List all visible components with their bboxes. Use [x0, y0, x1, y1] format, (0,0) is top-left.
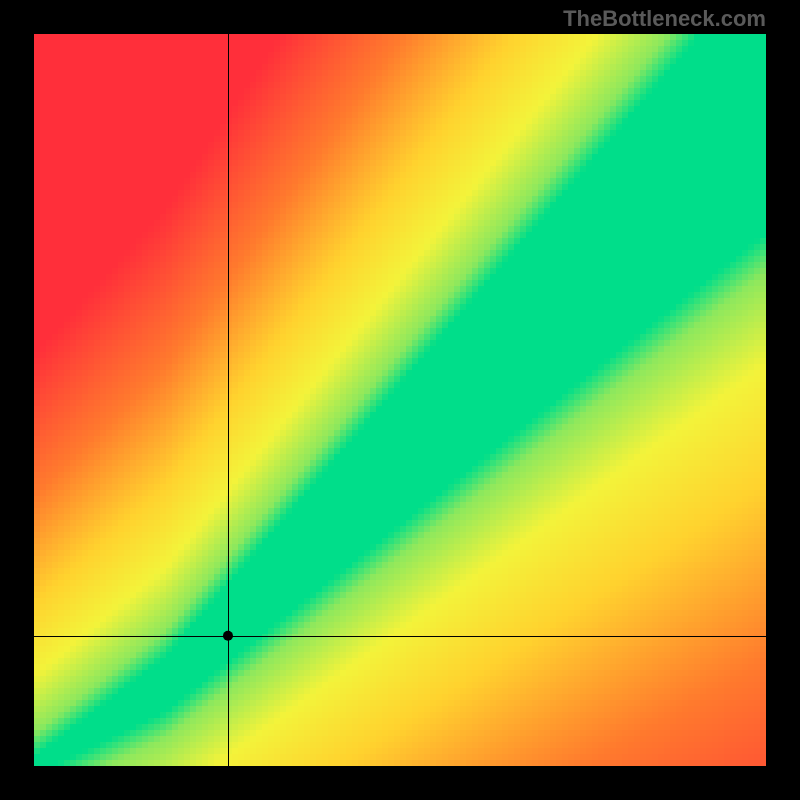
- heatmap-canvas: [34, 34, 766, 766]
- watermark-text: TheBottleneck.com: [563, 6, 766, 32]
- heatmap-plot: [34, 34, 766, 766]
